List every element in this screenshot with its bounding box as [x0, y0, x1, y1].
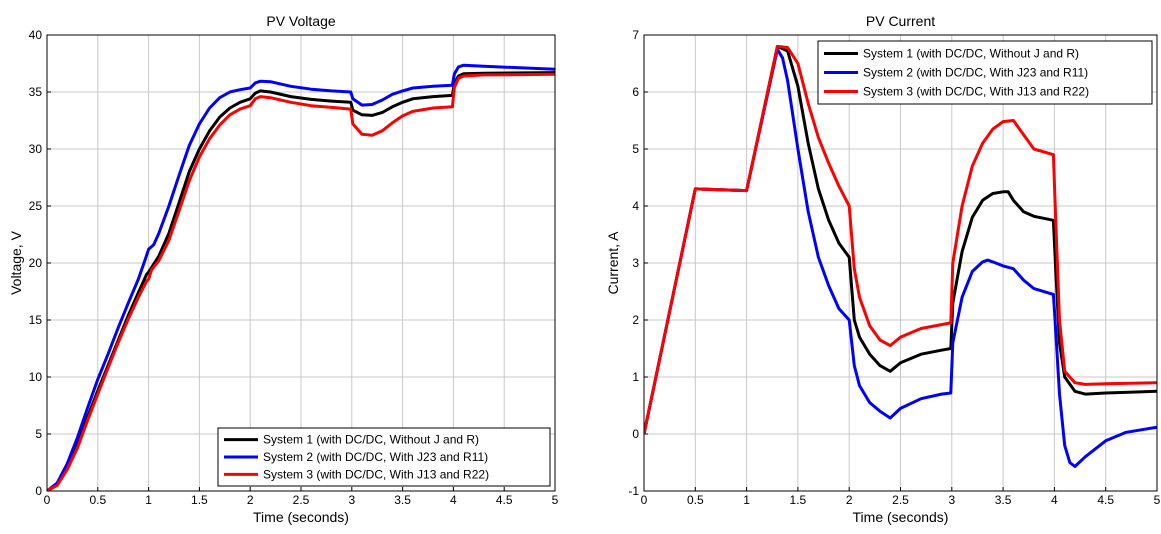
voltage-x-tick-label: 3.5 [394, 493, 411, 507]
current-x-tick-label: 5 [1154, 493, 1161, 507]
current-x-tick-label: 2.5 [892, 493, 909, 507]
voltage-x-tick-label: 2.5 [293, 493, 310, 507]
voltage-y-tick-label: 10 [29, 370, 43, 384]
current-legend-item: System 2 (with DC/DC, With J23 and R11) [824, 66, 1088, 80]
voltage-y-tick-label: 40 [29, 28, 43, 42]
current-y-tick-label: 2 [632, 313, 639, 327]
current-x-tick-label: 2 [846, 493, 853, 507]
voltage-x-tick-label: 1 [145, 493, 152, 507]
voltage-x-tick-label: 0 [44, 493, 51, 507]
voltage-chart-title: PV Voltage [266, 13, 335, 29]
voltage-y-tick-label: 0 [35, 484, 42, 498]
current-x-tick-label: 1.5 [790, 493, 807, 507]
voltage-x-tick-label: 2 [247, 493, 254, 507]
current-x-tick-label: 4.5 [1097, 493, 1114, 507]
voltage-x-tick-label: 3 [348, 493, 355, 507]
voltage-x-tick-label: 4 [450, 493, 457, 507]
current-y-tick-label: 1 [632, 370, 639, 384]
current-series-line-2 [644, 47, 1157, 468]
voltage-legend-box [217, 427, 551, 487]
current-series-line-1 [644, 44, 1157, 435]
current-x-tick-label: 0.5 [687, 493, 704, 507]
current-legend-label: System 3 (with DC/DC, With J13 and R22) [863, 85, 1089, 99]
current-x-tick-label: 3 [948, 493, 955, 507]
voltage-legend-item: System 2 (with DC/DC, With J23 and R11) [224, 450, 488, 464]
voltage-x-axis-label: Time (seconds) [253, 509, 349, 525]
current-legend-label: System 1 (with DC/DC, Without J and R) [863, 47, 1079, 61]
current-x-tick-label: 1 [743, 493, 750, 507]
voltage-y-tick-label: 25 [29, 199, 43, 213]
voltage-x-tick-label: 1.5 [191, 493, 208, 507]
current-y-tick-label: 0 [632, 427, 639, 441]
current-legend-box [817, 40, 1153, 105]
current-legend: System 1 (with DC/DC, Without J and R) Sy… [817, 40, 1153, 105]
voltage-x-tick-label: 5 [552, 493, 559, 507]
current-chart-title: PV Current [866, 13, 935, 29]
voltage-legend-label: System 2 (with DC/DC, With J23 and R11) [263, 450, 488, 464]
voltage-legend-item: System 1 (with DC/DC, Without J and R) [224, 433, 479, 447]
current-legend-item: System 3 (with DC/DC, With J13 and R22) [824, 85, 1089, 99]
voltage-y-tick-label: 30 [29, 142, 43, 156]
current-x-tick-label: 0 [641, 493, 648, 507]
current-x-axis-label: Time (seconds) [853, 509, 949, 525]
voltage-y-tick-label: 15 [29, 313, 43, 327]
current-axes-frame [643, 34, 1158, 492]
voltage-series-line-3 [47, 72, 555, 491]
voltage-legend-item: System 3 (with DC/DC, With J13 and R22) [224, 467, 489, 481]
current-x-tick-label: 3.5 [995, 493, 1012, 507]
current-y-tick-label: 6 [632, 85, 639, 99]
voltage-x-tick-label: 0.5 [89, 493, 106, 507]
current-y-axis-label: Current, A [605, 231, 621, 295]
current-y-tick-label: 5 [632, 142, 639, 156]
voltage-legend-label: System 3 (with DC/DC, With J13 and R22) [263, 467, 489, 481]
voltage-axes-frame [46, 34, 556, 492]
current-legend-item: System 1 (with DC/DC, Without J and R) [824, 47, 1079, 61]
current-legend-label: System 2 (with DC/DC, With J23 and R11) [863, 66, 1088, 80]
voltage-legend-label: System 1 (with DC/DC, Without J and R) [263, 433, 479, 447]
voltage-legend: System 1 (with DC/DC, Without J and R) Sy… [217, 427, 551, 487]
voltage-y-tick-label: 35 [29, 85, 43, 99]
voltage-y-tick-label: 20 [29, 256, 43, 270]
voltage-x-tick-label: 4.5 [496, 493, 513, 507]
current-y-tick-label: 3 [632, 256, 639, 270]
voltage-y-tick-label: 5 [35, 427, 42, 441]
current-y-tick-label: 7 [632, 28, 639, 42]
voltage-y-axis-label: Voltage, V [8, 230, 24, 294]
current-series-line-3 [644, 44, 1157, 435]
voltage-chart-panel: 0 0.5 1 1.5 2 2.5 3 3.5 4 4.5 5 0 5 10 15 20 25 30 35 40 PV … [8, 13, 559, 525]
current-y-tick-label: -1 [628, 484, 639, 498]
voltage-series-line-2 [47, 63, 555, 491]
current-y-tick-label: 4 [632, 199, 639, 213]
current-x-tick-label: 4 [1051, 493, 1058, 507]
